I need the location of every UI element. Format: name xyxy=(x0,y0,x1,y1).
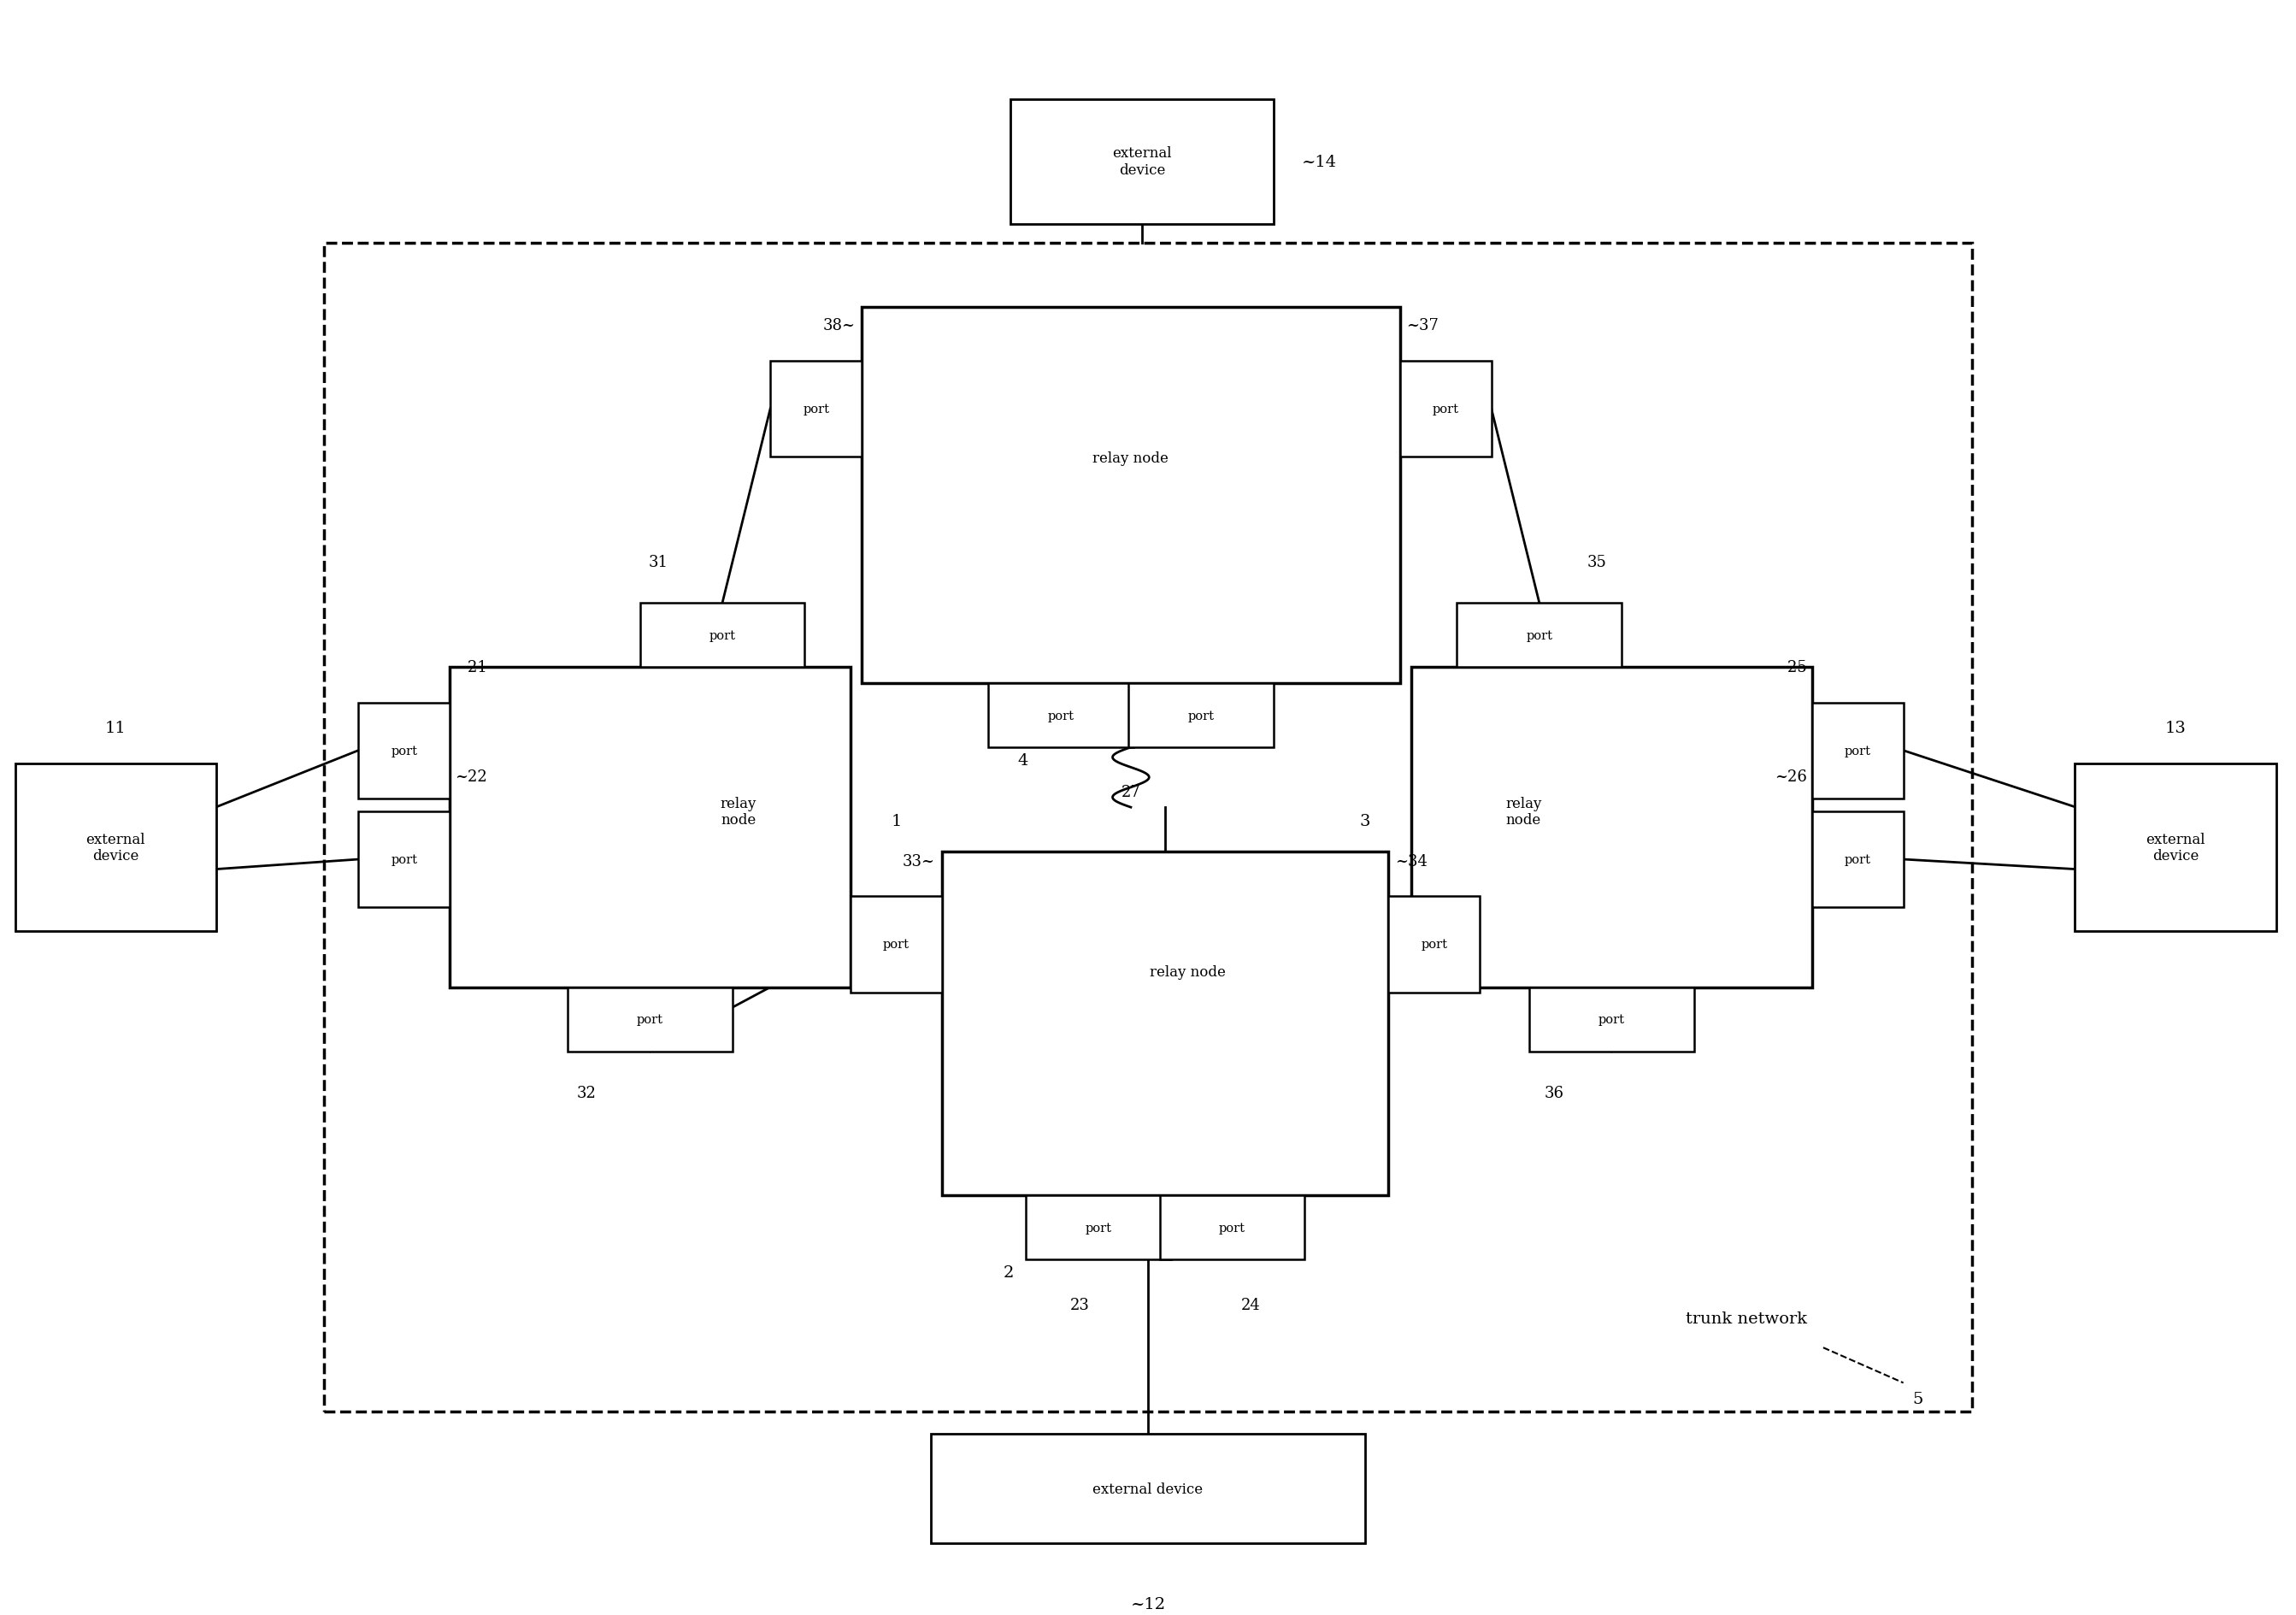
Text: relay
node: relay node xyxy=(1506,796,1541,827)
Text: port: port xyxy=(1844,854,1871,866)
Bar xyxy=(1812,812,1903,908)
Bar xyxy=(2076,764,2275,932)
Text: 4: 4 xyxy=(1017,753,1029,769)
Text: ~14: ~14 xyxy=(1302,155,1336,170)
Text: ~37: ~37 xyxy=(1407,318,1440,334)
Text: external device: external device xyxy=(1093,1481,1203,1495)
Text: port: port xyxy=(1598,1014,1626,1026)
Bar xyxy=(1401,362,1492,457)
Bar xyxy=(850,896,941,993)
Text: 11: 11 xyxy=(106,720,126,736)
Text: ~22: ~22 xyxy=(455,769,487,785)
Bar xyxy=(771,362,861,457)
Text: 35: 35 xyxy=(1587,554,1607,570)
Text: 1: 1 xyxy=(891,814,902,828)
Bar xyxy=(1412,667,1812,988)
Text: port: port xyxy=(804,404,829,415)
Bar xyxy=(1026,1195,1171,1260)
Text: relay
node: relay node xyxy=(721,796,755,827)
Text: external
device: external device xyxy=(2147,832,2206,864)
Text: 2: 2 xyxy=(1003,1265,1015,1281)
Text: external
device: external device xyxy=(1114,147,1171,178)
Text: port: port xyxy=(1047,709,1075,722)
Bar xyxy=(1529,988,1694,1051)
Bar xyxy=(1389,896,1481,993)
Bar xyxy=(16,764,216,932)
Text: port: port xyxy=(1086,1221,1111,1234)
Text: port: port xyxy=(709,630,735,641)
Text: port: port xyxy=(390,854,418,866)
Bar xyxy=(1127,683,1274,748)
Text: 31: 31 xyxy=(647,554,668,570)
Text: 38~: 38~ xyxy=(822,318,854,334)
Bar xyxy=(861,307,1401,683)
Text: relay node: relay node xyxy=(1150,964,1226,979)
Bar xyxy=(1812,703,1903,799)
Text: 36: 36 xyxy=(1545,1085,1564,1101)
Bar xyxy=(324,244,1972,1412)
Text: ~21: ~21 xyxy=(455,661,487,675)
Text: 27: 27 xyxy=(1120,785,1141,799)
Text: trunk network: trunk network xyxy=(1685,1311,1807,1326)
Text: relay node: relay node xyxy=(1093,451,1169,465)
Text: port: port xyxy=(636,1014,664,1026)
Bar xyxy=(641,604,804,667)
Text: ~34: ~34 xyxy=(1396,854,1428,869)
Text: 23: 23 xyxy=(1070,1297,1091,1313)
Bar xyxy=(987,683,1134,748)
Text: port: port xyxy=(1187,709,1215,722)
Bar xyxy=(930,1434,1366,1542)
Text: 32: 32 xyxy=(576,1085,597,1101)
Text: ~12: ~12 xyxy=(1130,1596,1166,1612)
Bar xyxy=(567,988,732,1051)
Bar xyxy=(1010,100,1274,224)
Text: 33~: 33~ xyxy=(902,854,934,869)
Bar xyxy=(358,812,450,908)
Text: ~25: ~25 xyxy=(1775,661,1807,675)
Text: port: port xyxy=(884,938,909,951)
Text: ~26: ~26 xyxy=(1775,769,1807,785)
Bar xyxy=(1458,604,1621,667)
Text: port: port xyxy=(390,745,418,757)
Bar xyxy=(1159,1195,1304,1260)
Text: 24: 24 xyxy=(1240,1297,1261,1313)
Text: port: port xyxy=(1527,630,1552,641)
Text: port: port xyxy=(1844,745,1871,757)
Text: port: port xyxy=(1421,938,1446,951)
Text: external
device: external device xyxy=(85,832,145,864)
Text: port: port xyxy=(1219,1221,1244,1234)
Bar xyxy=(941,851,1389,1195)
Text: 3: 3 xyxy=(1359,814,1371,828)
Text: 5: 5 xyxy=(1913,1391,1924,1407)
Text: 13: 13 xyxy=(2165,720,2186,736)
Text: port: port xyxy=(1433,404,1458,415)
Bar xyxy=(358,703,450,799)
Bar xyxy=(450,667,850,988)
